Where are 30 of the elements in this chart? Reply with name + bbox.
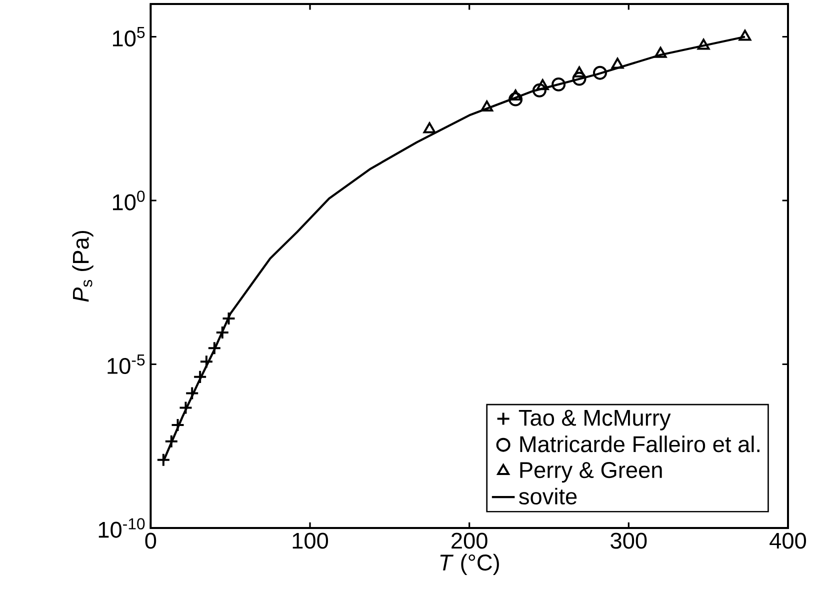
point — [572, 72, 586, 86]
x-tick-label: 0 — [145, 532, 156, 549]
legend-label: sovite — [519, 488, 577, 505]
y-tick-label: 10$^{5}$ — [112, 27, 145, 47]
y-tick-label: 10$^{-10}$ — [98, 518, 145, 538]
point — [697, 38, 710, 50]
point — [156, 452, 170, 467]
point — [611, 58, 624, 69]
x-axis-title: T (°C) — [440, 554, 499, 576]
point — [654, 46, 667, 58]
y-axis-title: P$_{s}$ (Pa) — [72, 230, 94, 302]
legend-label: Tao & McMurry — [518, 410, 671, 430]
legend-label: Perry & Green — [520, 462, 662, 483]
point — [592, 66, 607, 80]
legend-label: Matricarde Falleiro et al. — [520, 436, 760, 452]
x-tick-label: 200 — [452, 532, 488, 549]
point — [480, 100, 494, 112]
point — [552, 77, 566, 92]
point — [423, 122, 436, 134]
point — [508, 92, 523, 106]
point — [738, 30, 752, 41]
y-tick-label: 10$^{-5}$ — [108, 354, 145, 374]
point — [573, 66, 586, 78]
point — [536, 79, 549, 90]
y-tick-label: 10$^{0}$ — [112, 190, 145, 210]
x-tick-label: 300 — [610, 532, 647, 549]
point — [509, 89, 522, 100]
point — [532, 83, 546, 98]
x-tick-label: 100 — [292, 532, 328, 549]
x-tick-label: 400 — [770, 532, 806, 549]
